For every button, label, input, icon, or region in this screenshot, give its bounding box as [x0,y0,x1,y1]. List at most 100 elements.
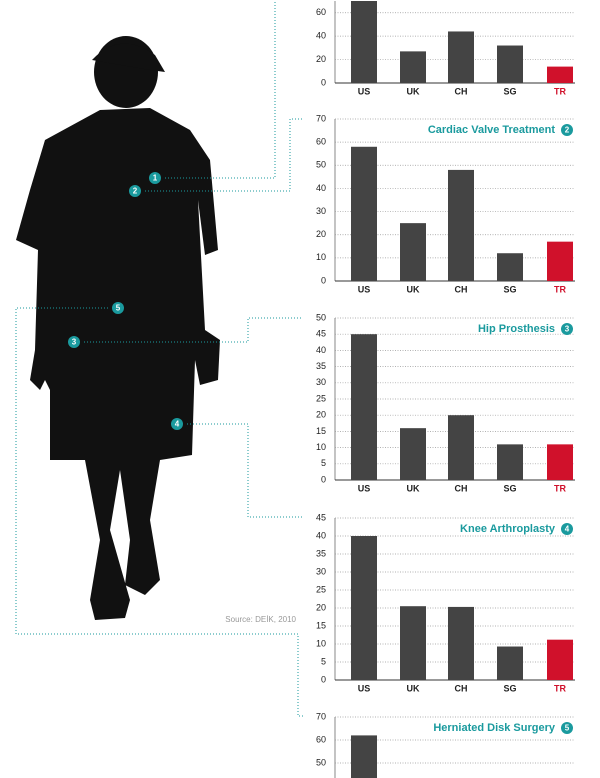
connectors [15,0,303,717]
bar [351,146,377,281]
y-tick-label: 60 [316,734,326,744]
badge [561,124,573,136]
badge [561,323,573,335]
bar [448,31,474,83]
chart-title: Knee Arthroplasty [460,523,556,535]
y-tick-label: 25 [316,393,326,403]
y-tick-label: 25 [316,584,326,594]
x-tick-label: UK [407,683,420,693]
y-tick-label: 35 [316,548,326,558]
y-tick-label: 50 [316,160,326,170]
chart-title: Herniated Disk Surgery [433,722,556,734]
silhouette [16,36,220,620]
x-tick-label: CH [455,284,468,294]
x-tick-label: CH [455,683,468,693]
bar [547,639,573,680]
y-tick-label: 10 [316,252,326,262]
bar [400,223,426,281]
x-tick-label: TR [554,483,566,493]
y-tick-label: 15 [316,620,326,630]
x-tick-label: US [358,683,371,693]
badge-label: 4 [565,525,570,534]
x-tick-label: US [358,86,371,96]
bar [497,45,523,83]
badge-label: 5 [565,724,570,733]
y-tick-label: 60 [316,137,326,147]
y-tick-label: 60 [316,7,326,17]
y-tick-label: 0 [321,674,326,684]
y-tick-label: 0 [321,275,326,285]
chart-title: Hip Prosthesis [478,323,555,335]
marker [129,185,141,197]
y-tick-label: 0 [321,474,326,484]
y-tick-label: 30 [316,206,326,216]
badge [561,523,573,535]
y-tick-label: 45 [316,329,326,339]
marker [68,336,80,348]
badge-label: 3 [565,325,570,334]
badge-label: 2 [565,126,570,135]
x-tick-label: TR [554,284,566,294]
y-tick-label: 40 [316,31,326,41]
bar [497,444,523,480]
y-tick-label: 30 [316,377,326,387]
bar [400,428,426,480]
chart-title: Cardiac Valve Treatment [428,124,556,136]
bar [448,415,474,480]
x-tick-label: SG [503,683,516,693]
y-tick-label: 40 [316,183,326,193]
y-tick-label: 30 [316,566,326,576]
bar [497,646,523,680]
marker-label: 2 [133,187,138,196]
y-tick-label: 40 [316,345,326,355]
y-tick-label: 10 [316,638,326,648]
x-tick-label: US [358,284,371,294]
x-tick-label: UK [407,483,420,493]
y-tick-label: 70 [316,113,326,123]
bar [448,606,474,680]
x-tick-label: CH [455,86,468,96]
marker-label: 3 [72,338,77,347]
y-tick-label: 70 [316,711,326,721]
bar [351,334,377,480]
x-tick-label: US [358,483,371,493]
y-tick-label: 35 [316,361,326,371]
x-tick-label: TR [554,86,566,96]
y-tick-label: 0 [321,77,326,87]
bar [547,444,573,480]
marker-label: 5 [116,304,121,313]
x-tick-label: TR [554,683,566,693]
x-tick-label: UK [407,86,420,96]
y-tick-label: 20 [316,229,326,239]
y-tick-label: 10 [316,442,326,452]
bar [351,735,377,778]
y-tick-label: 20 [316,410,326,420]
y-tick-label: 50 [316,757,326,767]
badge [561,722,573,734]
bar [400,51,426,83]
marker [112,302,124,314]
bar [351,1,377,83]
marker [171,418,183,430]
y-tick-label: 15 [316,426,326,436]
y-tick-label: 40 [316,530,326,540]
y-tick-label: 5 [321,458,326,468]
y-tick-label: 50 [316,312,326,322]
x-tick-label: UK [407,284,420,294]
x-tick-label: SG [503,483,516,493]
y-tick-label: 20 [316,602,326,612]
bar [497,253,523,281]
bar [547,241,573,281]
x-tick-label: CH [455,483,468,493]
x-tick-label: SG [503,86,516,96]
y-tick-label: 5 [321,656,326,666]
bar [400,606,426,680]
marker [149,172,161,184]
y-tick-label: 45 [316,512,326,522]
source: Source: DEİK, 2010 [225,615,296,624]
bar [351,536,377,680]
x-tick-label: SG [503,284,516,294]
bar [547,66,573,83]
y-tick-label: 20 [316,54,326,64]
